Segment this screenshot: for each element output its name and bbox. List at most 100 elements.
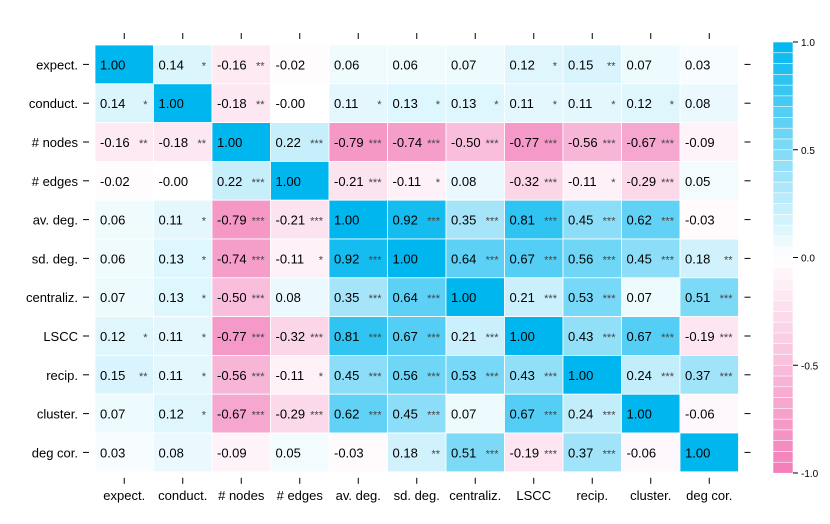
- cell-value-label: -0.56: [568, 135, 598, 150]
- colorbar-tick-label: -1.0: [801, 469, 819, 480]
- cell-significance-stars: ***: [486, 138, 500, 150]
- cell-value-label: 0.12: [100, 329, 125, 344]
- cell-significance-stars: ***: [252, 410, 266, 422]
- cell-significance-stars: **: [139, 138, 148, 150]
- cell-value-label: 0.12: [510, 57, 535, 72]
- cell-significance-stars: *: [202, 254, 207, 266]
- x-tick-label: deg cor.: [686, 488, 732, 503]
- cell-significance-stars: ***: [544, 216, 558, 228]
- y-tick-label: # edges: [32, 174, 79, 189]
- cell-value-label: -0.11: [276, 251, 305, 266]
- colorbar-segment: [772, 375, 794, 388]
- heatmap-cell: [621, 199, 681, 240]
- heatmap-cell: [270, 316, 330, 356]
- colorbar-segment: [772, 440, 794, 452]
- cell-significance-stars: ***: [486, 254, 500, 266]
- cell-value-label: -0.02: [100, 174, 130, 189]
- cell-significance-stars: *: [611, 177, 616, 189]
- heatmap-cell: [387, 44, 447, 85]
- cell-significance-stars: ***: [544, 177, 558, 189]
- colorbar: 1.0 0.5 0.0 -0.5 -1.0: [772, 38, 819, 480]
- cell-value-label: 1.00: [451, 290, 476, 305]
- cell-value-label: 1.00: [627, 407, 652, 422]
- cell-value-label: 0.06: [100, 251, 125, 266]
- cell-value-label: 0.11: [159, 213, 183, 228]
- cell-significance-stars: ***: [427, 332, 441, 344]
- heatmap-cell: [94, 83, 154, 124]
- cell-value-label: -0.09: [685, 135, 715, 150]
- colorbar-segment: [772, 214, 794, 226]
- cell-value-label: 0.12: [627, 96, 652, 111]
- cell-significance-stars: ***: [252, 177, 266, 189]
- y-tick-label: deg cor.: [32, 445, 78, 460]
- cell-significance-stars: ***: [369, 410, 383, 422]
- cell-significance-stars: *: [494, 99, 499, 111]
- colorbar-segment: [772, 289, 794, 302]
- cell-significance-stars: ***: [369, 177, 383, 189]
- cell-value-label: -0.06: [685, 407, 715, 422]
- colorbar-segment: [772, 41, 794, 54]
- cell-value-label: 0.67: [510, 407, 535, 422]
- cell-significance-stars: ***: [544, 293, 558, 305]
- cell-significance-stars: ***: [720, 293, 734, 305]
- cell-value-label: -0.32: [276, 329, 306, 344]
- cell-value-label: 1.00: [568, 368, 593, 383]
- cell-value-label: -0.50: [451, 135, 481, 150]
- cell-value-label: -0.77: [217, 329, 247, 344]
- cell-significance-stars: ***: [603, 293, 617, 305]
- cell-significance-stars: ***: [544, 410, 558, 422]
- colorbar-segment: [772, 267, 794, 280]
- cell-significance-stars: ***: [369, 371, 383, 383]
- cell-value-label: 0.08: [276, 290, 301, 305]
- cell-value-label: -0.19: [685, 329, 715, 344]
- x-tick-label: av. deg.: [336, 488, 381, 503]
- cell-significance-stars: ***: [544, 138, 558, 150]
- colorbar-segment: [772, 127, 794, 140]
- cell-value-label: 0.15: [568, 57, 593, 72]
- cell-significance-stars: *: [670, 99, 675, 111]
- cell-value-label: 0.11: [159, 368, 183, 383]
- heatmap-axes: expect. expect. conduct. conduct. # nodes # n…: [26, 33, 751, 503]
- heatmap-cell: [504, 393, 564, 434]
- colorbar-tick-label: 0.5: [801, 146, 815, 157]
- heatmap-cell: [445, 160, 505, 201]
- heatmap-cell: [562, 393, 622, 434]
- cell-value-label: 0.56: [393, 368, 418, 383]
- cell-value-label: 1.00: [159, 96, 184, 111]
- cell-significance-stars: *: [202, 293, 207, 305]
- cell-value-label: -0.02: [276, 57, 306, 72]
- heatmap-cell: [94, 122, 154, 162]
- heatmap-cell: [270, 238, 330, 279]
- cell-significance-stars: ***: [310, 410, 324, 422]
- cell-significance-stars: ***: [310, 138, 324, 150]
- colorbar-segment: [772, 321, 794, 334]
- colorbar-segment: [772, 84, 794, 97]
- heatmap-cell: [562, 354, 622, 395]
- cell-value-label: 0.03: [685, 57, 710, 72]
- cell-significance-stars: ***: [661, 138, 675, 150]
- cell-value-label: -0.00: [276, 96, 306, 111]
- cell-significance-stars: ***: [486, 448, 500, 460]
- cell-value-label: 0.24: [627, 368, 652, 383]
- cell-significance-stars: ***: [603, 410, 617, 422]
- cell-value-label: -0.09: [217, 445, 247, 460]
- cell-value-label: 0.07: [451, 57, 476, 72]
- y-tick-label: recip.: [46, 368, 78, 383]
- colorbar-segment: [772, 451, 794, 463]
- cell-significance-stars: *: [202, 216, 207, 228]
- heatmap-cell: [679, 44, 739, 85]
- cell-value-label: -0.32: [510, 174, 540, 189]
- cell-significance-stars: **: [724, 254, 733, 266]
- heatmap-cell: [387, 432, 447, 473]
- cell-value-label: 0.13: [393, 96, 418, 111]
- colorbar-segment: [772, 246, 794, 259]
- cell-value-label: 0.08: [685, 96, 710, 111]
- cell-value-label: 0.14: [100, 96, 125, 111]
- cell-value-label: -0.74: [217, 251, 247, 266]
- colorbar-tick-label: 1.0: [801, 38, 815, 49]
- colorbar-segment: [772, 278, 794, 291]
- heatmap-cell: [504, 316, 564, 356]
- cell-significance-stars: *: [611, 99, 616, 111]
- heatmap-cell: [387, 316, 447, 356]
